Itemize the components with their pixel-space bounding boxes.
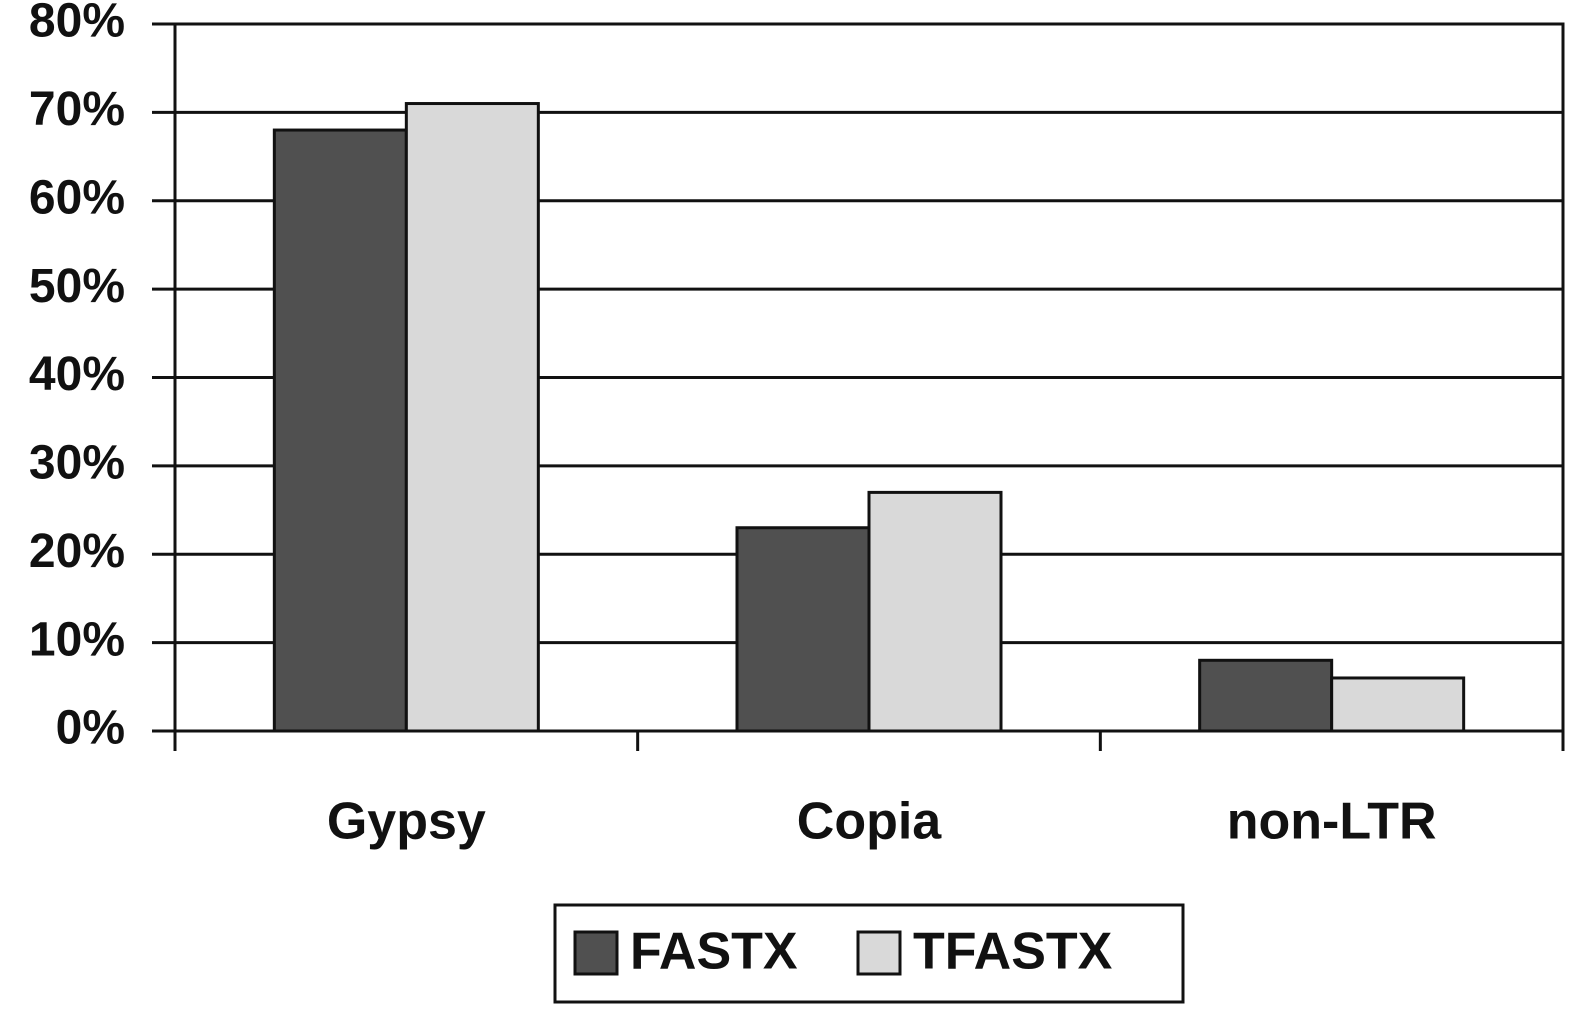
legend-swatch: [856, 930, 902, 976]
y-tick-label: 20%: [29, 525, 125, 578]
x-tick-label: Gypsy: [327, 793, 486, 851]
y-tick-label: 80%: [29, 0, 125, 48]
y-tick-label: 70%: [29, 83, 125, 136]
x-tick-label: Copia: [797, 793, 943, 851]
y-tick-label: 30%: [29, 437, 125, 490]
y-tick-label: 40%: [29, 348, 125, 401]
legend-label: TFASTX: [913, 923, 1113, 981]
y-tick-label: 60%: [29, 171, 125, 224]
bar: [404, 102, 540, 733]
bar: [867, 490, 1003, 733]
y-tick-label: 10%: [29, 613, 125, 666]
x-tick-label: non-LTR: [1227, 793, 1437, 851]
bar: [1330, 676, 1466, 733]
bar: [272, 128, 408, 733]
legend-swatch: [573, 930, 619, 976]
y-tick-label: 50%: [29, 260, 125, 313]
bar: [1198, 658, 1334, 733]
y-tick-label: 0%: [56, 702, 125, 755]
bar: [735, 526, 871, 733]
legend-label: FASTX: [630, 923, 798, 981]
